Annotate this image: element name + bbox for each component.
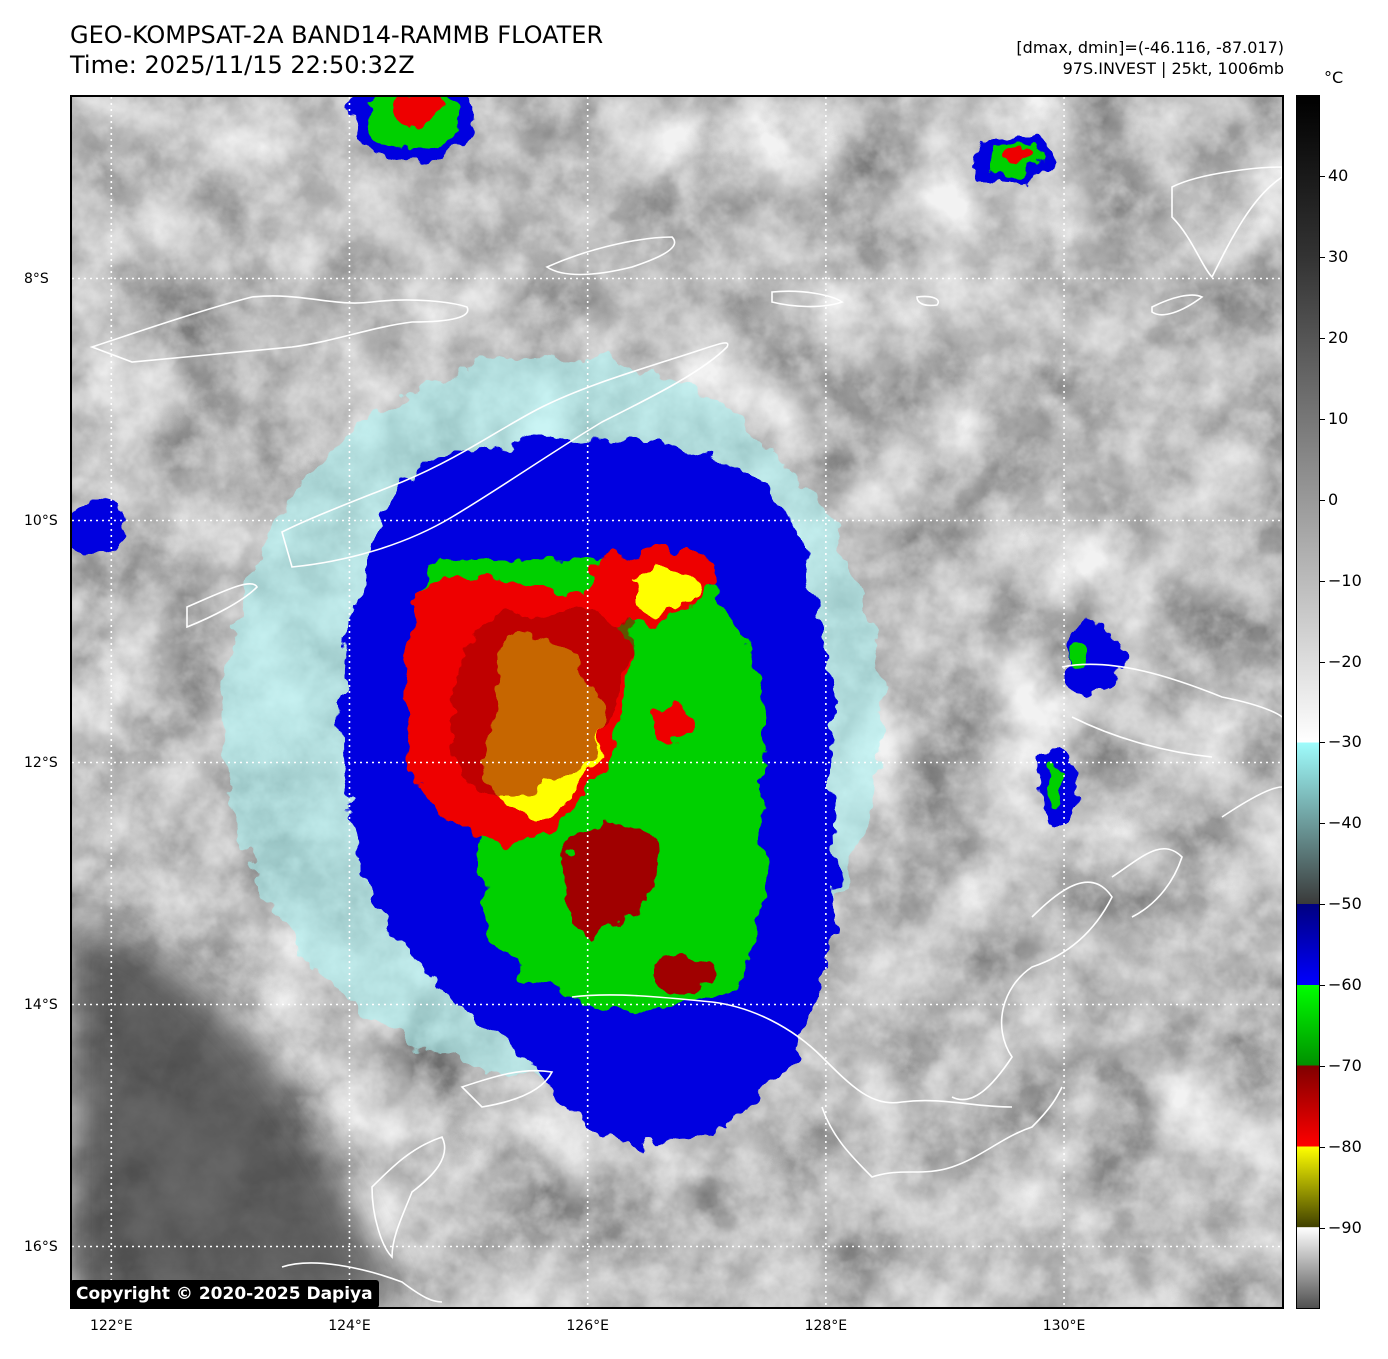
satellite-imagery bbox=[72, 97, 1282, 1307]
longitude-label: 124°E bbox=[328, 1318, 371, 1334]
colorbar-unit: °C bbox=[1324, 68, 1344, 87]
chart-timestamp: Time: 2025/11/15 22:50:32Z bbox=[70, 51, 415, 79]
colorbar-tick-label: 40 bbox=[1328, 165, 1349, 185]
longitude-label: 130°E bbox=[1042, 1318, 1086, 1334]
latitude-label: 16°S bbox=[24, 1238, 58, 1255]
colorbar-tick-label: 0 bbox=[1328, 489, 1339, 509]
colorbar-tick-label: 20 bbox=[1328, 327, 1349, 347]
colorbar-tick-label: −70 bbox=[1328, 1056, 1362, 1076]
colorbar-tick-label: −20 bbox=[1328, 651, 1362, 671]
chart-title: GEO-KOMPSAT-2A BAND14-RAMMB FLOATER bbox=[70, 21, 604, 49]
storm-info-readout: 97S.INVEST | 25kt, 1006mb bbox=[1062, 59, 1284, 78]
longitude-label: 126°E bbox=[566, 1318, 609, 1334]
colorbar-tick-mark bbox=[1320, 499, 1325, 501]
longitude-label: 128°E bbox=[804, 1318, 848, 1334]
colorbar-tick-mark bbox=[1320, 1066, 1325, 1068]
latitude-label: 12°S bbox=[24, 754, 58, 771]
convective-cell-east bbox=[1039, 622, 1122, 827]
colorbar-tick-label: −30 bbox=[1328, 732, 1362, 752]
clear-sky-region bbox=[72, 917, 402, 1307]
copyright-label: Copyright © 2020-2025 Dapiya bbox=[70, 1280, 379, 1308]
convective-cell-north bbox=[352, 97, 472, 162]
colorbar-tick-label: −80 bbox=[1328, 1137, 1362, 1157]
colorbar-tick-mark bbox=[1320, 1228, 1325, 1230]
colorbar-tick-mark bbox=[1320, 985, 1325, 987]
colorbar-tick-label: 10 bbox=[1328, 408, 1349, 428]
colorbar-tick-mark bbox=[1320, 175, 1325, 177]
longitude-label: 122°E bbox=[90, 1318, 133, 1334]
convective-cell-northeast bbox=[972, 133, 1052, 185]
coastlines bbox=[89, 166, 1282, 1303]
colorbar-tick-label: −60 bbox=[1328, 975, 1362, 995]
colorbar-tick-label: −10 bbox=[1328, 570, 1362, 590]
colorbar-tick-mark bbox=[1320, 823, 1325, 825]
colorbar-tick-mark bbox=[1320, 418, 1325, 420]
latitude-label: 10°S bbox=[24, 512, 58, 529]
data-range-readout: [dmax, dmin]=(-46.116, -87.017) bbox=[1016, 38, 1284, 57]
colorbar-tick-label: −40 bbox=[1328, 813, 1362, 833]
satellite-map bbox=[70, 95, 1284, 1309]
colorbar-tick-mark bbox=[1320, 904, 1325, 906]
colorbar-tick-mark bbox=[1320, 1147, 1325, 1149]
latitude-label: 8°S bbox=[24, 270, 49, 287]
temperature-colorbar bbox=[1296, 95, 1320, 1309]
colorbar-tick-mark bbox=[1320, 580, 1325, 582]
colorbar-tick-label: −50 bbox=[1328, 894, 1362, 914]
colorbar-tick-label: −90 bbox=[1328, 1218, 1362, 1238]
colorbar-tick-mark bbox=[1320, 661, 1325, 663]
latitude-label: 14°S bbox=[24, 996, 58, 1013]
colorbar-tick-label: 30 bbox=[1328, 246, 1349, 266]
colorbar-tick-mark bbox=[1320, 337, 1325, 339]
colorbar-tick-mark bbox=[1320, 256, 1325, 258]
convective-cluster bbox=[222, 357, 882, 1146]
graticule bbox=[72, 97, 1282, 1307]
convective-cell-west bbox=[72, 499, 124, 555]
colorbar-tick-mark bbox=[1320, 742, 1325, 744]
